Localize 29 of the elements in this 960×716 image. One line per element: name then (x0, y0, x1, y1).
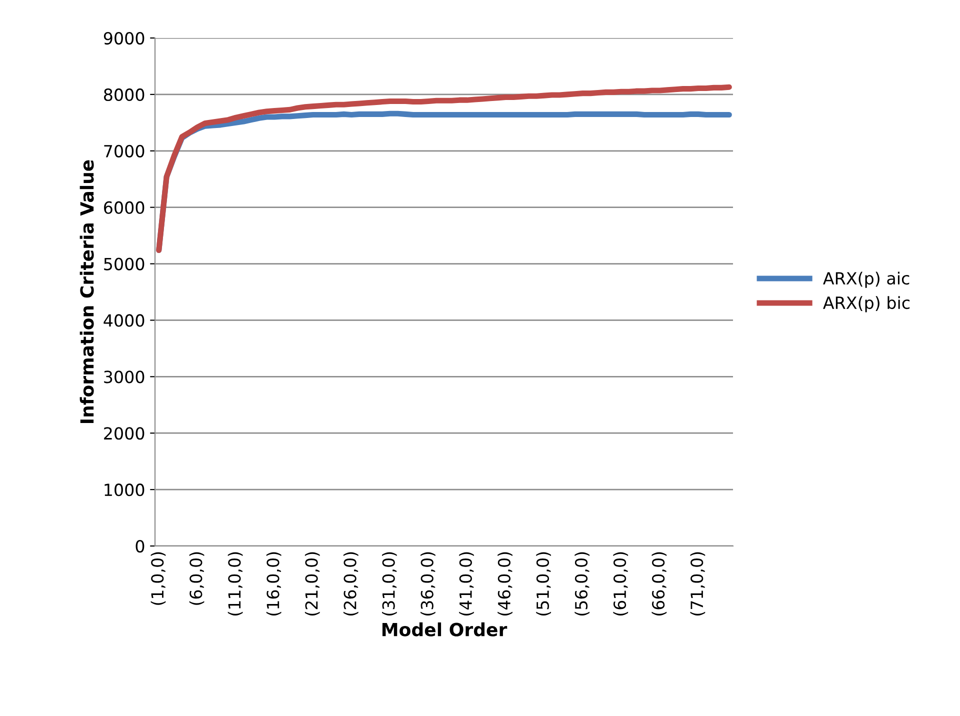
x-tick-label: (71,0,0) (690, 552, 706, 616)
x-tick-label: (26,0,0) (343, 552, 358, 616)
y-tick-label: 3000 (104, 370, 144, 384)
x-tick-label: (51,0,0) (536, 552, 551, 616)
x-axis-title: Model Order (382, 622, 508, 636)
x-tick-label: (31,0,0) (382, 552, 397, 616)
y-axis-title: Information Criteria Value (80, 160, 94, 424)
y-tick-label: 4000 (104, 314, 144, 327)
y-tick-label: 5000 (104, 258, 144, 270)
x-tick-label: (61,0,0) (613, 552, 628, 616)
x-tick-label: (56,0,0) (574, 552, 590, 616)
x-tick-label: (21,0,0) (304, 552, 320, 616)
y-tick-label: 6000 (104, 201, 144, 214)
y-tick-label: 9000 (104, 32, 144, 45)
legend-label: ARX(p) aic (823, 272, 910, 288)
x-tick-label: (11,0,0) (228, 552, 243, 616)
x-tick-label: (16,0,0) (266, 552, 282, 616)
x-tick-label: (36,0,0) (420, 552, 436, 616)
x-tick-label: (66,0,0) (652, 552, 667, 616)
y-tick-label: 0 (136, 540, 144, 553)
x-tick-label: (1,0,0) (150, 552, 166, 605)
y-tick-label: 7000 (104, 144, 144, 158)
y-tick-label: 1000 (104, 484, 144, 496)
x-tick-label: (6,0,0) (189, 552, 204, 605)
x-tick-label: (46,0,0) (498, 552, 512, 616)
y-tick-label: 2000 (104, 427, 144, 440)
y-tick-label: 8000 (104, 88, 144, 102)
legend-label: ARX(p) bic (823, 296, 910, 312)
x-tick-label: (41,0,0) (459, 552, 474, 616)
